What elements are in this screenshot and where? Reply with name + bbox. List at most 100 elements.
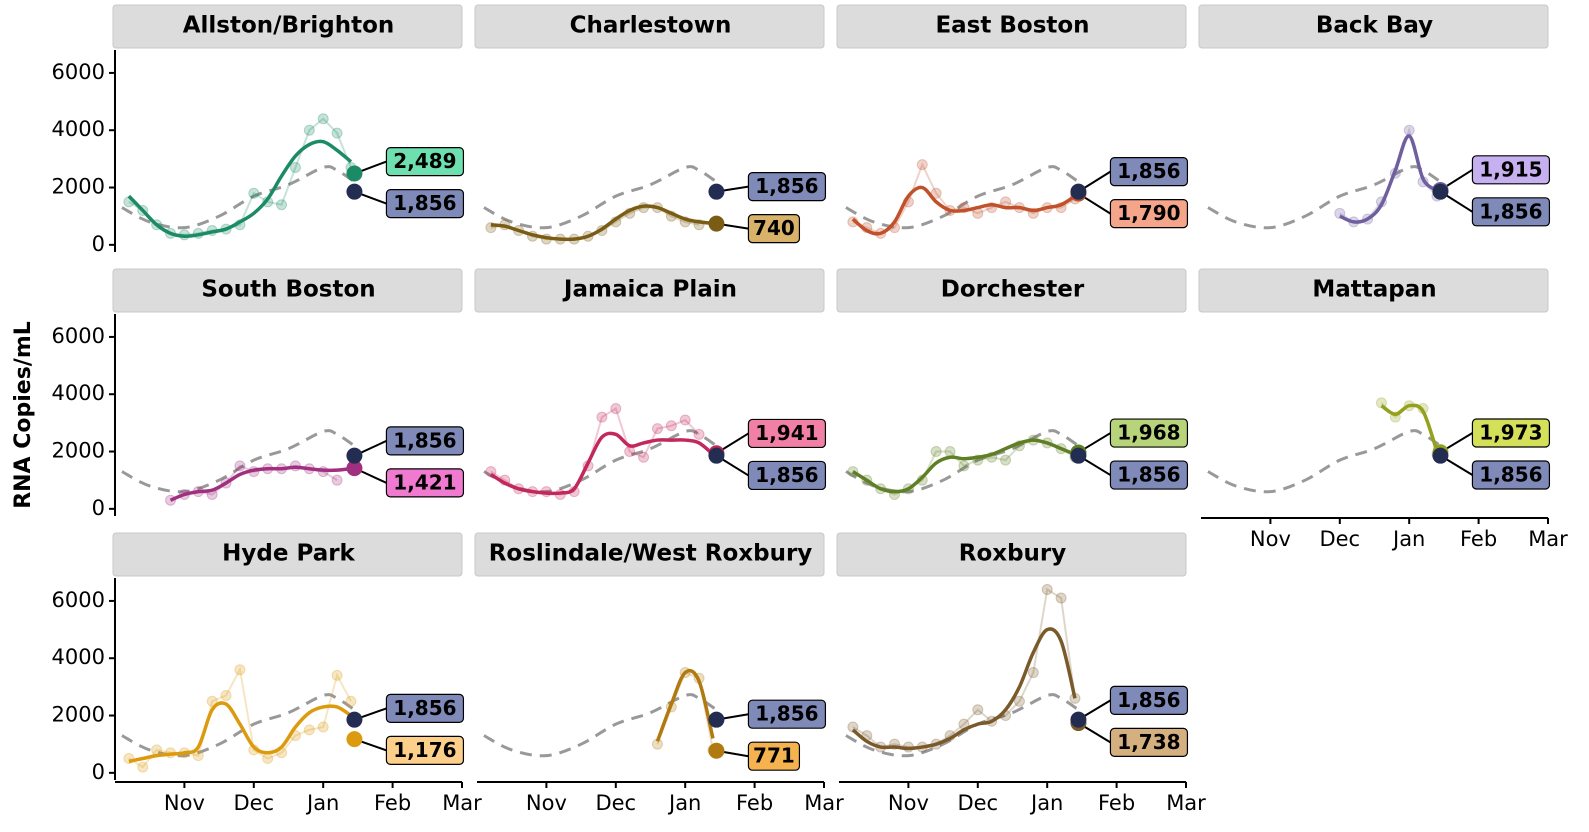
- value-label: 1,856: [1479, 462, 1542, 486]
- label-box: [1109, 418, 1189, 448]
- end-point: [346, 165, 363, 182]
- end-point: [708, 447, 725, 464]
- trend-line: [490, 204, 714, 242]
- raw-line: [656, 671, 714, 751]
- raw-line: [128, 117, 352, 236]
- raw-point: [1000, 454, 1012, 466]
- y-tick-label: 0: [92, 496, 105, 520]
- strip: [112, 532, 463, 577]
- panel: Roxbury Nov Dec Jan Feb Mar 1,738 1,856: [836, 532, 1206, 815]
- y-tick-label: 2000: [52, 175, 105, 199]
- value-label: 1,856: [393, 428, 456, 452]
- label-box: [1471, 197, 1551, 227]
- strip: [112, 4, 463, 49]
- x-tick-label: Dec: [233, 791, 274, 815]
- trend-line: [489, 431, 715, 496]
- x-tick-label: Nov: [526, 791, 567, 815]
- raw-point: [192, 750, 204, 762]
- x-tick-label: Jan: [667, 791, 701, 815]
- raw-point: [317, 113, 329, 125]
- end-point: [708, 183, 725, 200]
- citywide-line: [1207, 165, 1442, 230]
- raw-point: [1055, 592, 1067, 604]
- x-tick-label: Jan: [1029, 791, 1063, 815]
- raw-point: [638, 451, 650, 463]
- raw-point: [289, 161, 301, 173]
- raw-point: [331, 127, 343, 139]
- panel-title: Roslindale/West Roxbury: [489, 541, 813, 567]
- x-tick-label: Jan: [305, 791, 339, 815]
- trend-line: [851, 185, 1076, 236]
- raw-point: [916, 159, 928, 171]
- panel-title: South Boston: [201, 277, 375, 303]
- raw-point: [1027, 667, 1039, 679]
- panel: South Boston 0 2000 4000 6000 1,421 1,856: [52, 268, 465, 520]
- panel-title: Jamaica Plain: [562, 277, 737, 303]
- raw-point: [303, 124, 315, 136]
- label-box: [747, 699, 827, 729]
- y-tick-label: 2000: [52, 439, 105, 463]
- trend-line: [1380, 403, 1439, 453]
- raw-point: [930, 446, 942, 458]
- y-tick-label: 6000: [52, 324, 105, 348]
- citywide-line: [121, 693, 356, 758]
- panel-title: Dorchester: [941, 277, 1085, 303]
- label-box: [1471, 460, 1551, 490]
- panel-title: Mattapan: [1312, 277, 1436, 303]
- label-box: [1109, 685, 1189, 715]
- raw-point: [972, 704, 984, 716]
- raw-point: [693, 428, 705, 440]
- raw-point: [1403, 124, 1415, 136]
- raw-point: [331, 474, 343, 486]
- value-label: 1,856: [755, 702, 818, 726]
- raw-point: [262, 753, 274, 765]
- panel-title: East Boston: [935, 13, 1089, 39]
- raw-point: [624, 446, 636, 458]
- label-box: [385, 468, 465, 498]
- label-box: [385, 146, 465, 177]
- x-tick-label: Mar: [1528, 527, 1568, 551]
- value-label: 2,489: [393, 149, 456, 173]
- panel: Allston/Brighton 0 2000 4000 6000 2,489 1,856: [52, 4, 465, 256]
- end-point: [346, 711, 363, 728]
- panel: East Boston 1,790 1,856: [836, 4, 1189, 239]
- x-tick-label: Feb: [374, 791, 411, 815]
- value-label: 740: [753, 216, 795, 240]
- label-box: [747, 460, 827, 491]
- citywide-line: [121, 429, 356, 494]
- strip: [1198, 268, 1549, 313]
- x-tick-label: Jan: [1391, 527, 1425, 551]
- value-label: 1,856: [755, 463, 818, 487]
- citywide-line: [121, 165, 356, 230]
- raw-point: [944, 446, 956, 458]
- strip: [1198, 4, 1549, 49]
- panel: Hyde Park 0 2000 4000 6000 Nov Dec Jan Feb Mar 1,1…: [52, 532, 482, 815]
- label-box: [385, 693, 465, 723]
- x-tick-label: Feb: [736, 791, 773, 815]
- label-box: [385, 735, 465, 765]
- label-box: [1109, 460, 1189, 490]
- y-tick-label: 4000: [52, 381, 105, 405]
- raw-point: [651, 423, 663, 435]
- panel-title: Charlestown: [570, 13, 732, 39]
- raw-point: [220, 689, 232, 701]
- end-point: [346, 447, 363, 464]
- panel: Jamaica Plain 1,941 1,856: [474, 268, 827, 501]
- raw-point: [276, 199, 288, 211]
- end-point: [1070, 711, 1087, 728]
- raw-point: [137, 761, 149, 773]
- y-tick-label: 6000: [52, 60, 105, 84]
- strip: [836, 268, 1187, 313]
- value-label: 771: [753, 744, 795, 768]
- value-label: 1,856: [1117, 688, 1180, 712]
- value-label: 1,856: [393, 696, 456, 720]
- raw-point: [317, 721, 329, 733]
- citywide-line: [845, 165, 1080, 230]
- value-label: 1,973: [1479, 420, 1542, 444]
- label-box: [1471, 155, 1551, 185]
- raw-point: [345, 695, 357, 707]
- trend-line: [655, 668, 715, 742]
- value-label: 1,176: [393, 738, 456, 762]
- raw-point: [1013, 695, 1025, 707]
